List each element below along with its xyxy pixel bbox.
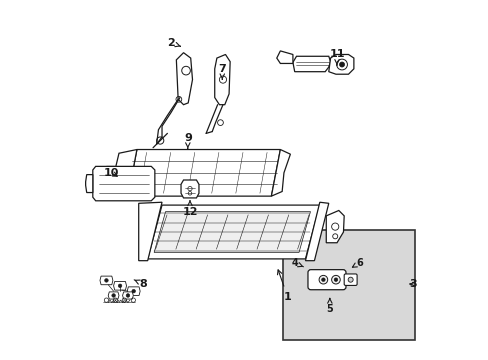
Circle shape <box>126 294 129 297</box>
Polygon shape <box>128 149 280 196</box>
Polygon shape <box>283 230 414 339</box>
Circle shape <box>319 275 327 284</box>
Polygon shape <box>176 53 192 105</box>
Polygon shape <box>114 149 137 196</box>
Polygon shape <box>271 149 290 196</box>
Text: 5: 5 <box>326 298 332 314</box>
Text: 4: 4 <box>291 258 303 268</box>
Circle shape <box>104 279 108 282</box>
Polygon shape <box>147 205 319 259</box>
FancyBboxPatch shape <box>307 270 346 290</box>
Polygon shape <box>113 282 126 290</box>
Circle shape <box>333 278 337 282</box>
Polygon shape <box>122 292 133 299</box>
Circle shape <box>112 294 115 297</box>
Circle shape <box>347 277 352 282</box>
Polygon shape <box>328 54 353 74</box>
Circle shape <box>339 62 344 67</box>
Polygon shape <box>127 287 140 296</box>
Polygon shape <box>93 166 155 201</box>
Text: 2: 2 <box>167 38 180 48</box>
FancyBboxPatch shape <box>344 274 356 285</box>
Polygon shape <box>305 202 328 261</box>
Text: 8: 8 <box>134 279 147 289</box>
Polygon shape <box>292 56 330 72</box>
Polygon shape <box>276 51 292 63</box>
Polygon shape <box>85 175 93 193</box>
Text: 3: 3 <box>408 279 416 289</box>
Polygon shape <box>154 212 310 252</box>
Text: 10: 10 <box>103 168 119 178</box>
Text: 12: 12 <box>182 201 197 217</box>
Polygon shape <box>106 166 114 180</box>
Text: 1: 1 <box>277 270 291 302</box>
Text: 7: 7 <box>218 64 225 80</box>
Polygon shape <box>325 211 344 243</box>
Text: 9: 9 <box>183 133 191 148</box>
Circle shape <box>132 289 135 293</box>
Polygon shape <box>100 276 113 285</box>
Text: 6: 6 <box>352 258 362 268</box>
Polygon shape <box>108 292 119 299</box>
Polygon shape <box>181 180 199 198</box>
Text: 11: 11 <box>328 49 344 65</box>
Circle shape <box>321 278 325 282</box>
Circle shape <box>331 275 340 284</box>
Circle shape <box>118 284 122 288</box>
Polygon shape <box>214 54 230 105</box>
Polygon shape <box>139 202 162 261</box>
